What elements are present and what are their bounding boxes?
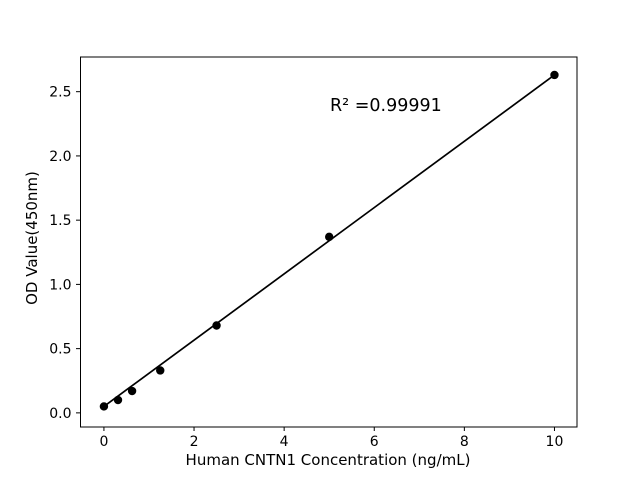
data-point [127, 386, 137, 396]
y-tick-label: 1.5 [49, 213, 71, 229]
y-tick-label: 0.5 [49, 342, 71, 358]
data-point [212, 321, 221, 330]
y-tick-label: 1.0 [49, 277, 71, 293]
x-tick-label: 0 [99, 434, 108, 450]
plot-border [80, 56, 578, 428]
x-tick-label: 6 [370, 434, 379, 450]
y-tick-label: 0.0 [49, 406, 71, 422]
r-squared-annotation: R² =0.99991 [330, 96, 442, 116]
data-point [325, 232, 334, 242]
x-tick-label: 4 [280, 434, 289, 450]
x-axis-label: Human CNTN1 Concentration (ng/mL) [186, 451, 471, 469]
data-point [156, 366, 165, 375]
x-tick-label: 8 [460, 434, 469, 450]
y-tick-label: 2.0 [49, 149, 71, 165]
x-tick-label: 2 [190, 434, 199, 450]
plot-elements: 0 2 4 6 8 10 0.0 0.5 1.0 1.5 2.0 2.5 [49, 56, 578, 450]
x-tick-label: 10 [546, 434, 564, 450]
y-tick-label: 2.5 [49, 85, 71, 101]
data-point [550, 70, 559, 80]
y-axis-label: OD Value(450nm) [23, 171, 41, 305]
data-point [99, 402, 109, 411]
data-point [113, 395, 123, 405]
